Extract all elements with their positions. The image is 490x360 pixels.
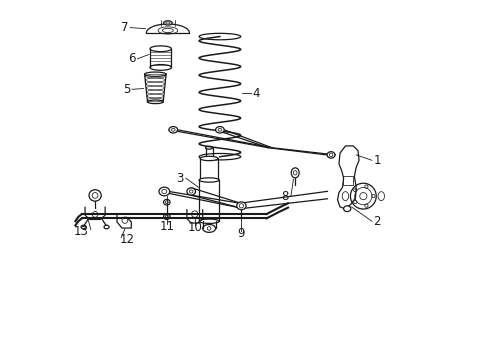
Ellipse shape	[159, 187, 170, 196]
Text: 12: 12	[120, 233, 134, 246]
Text: 10: 10	[187, 221, 202, 234]
Text: 13: 13	[74, 225, 89, 238]
Text: 3: 3	[177, 172, 184, 185]
Ellipse shape	[237, 202, 246, 210]
Text: 4: 4	[252, 87, 260, 100]
Ellipse shape	[216, 127, 224, 133]
Ellipse shape	[166, 22, 170, 24]
Ellipse shape	[187, 188, 196, 195]
Text: 11: 11	[159, 220, 174, 233]
Ellipse shape	[291, 168, 299, 178]
Text: 1: 1	[373, 154, 381, 167]
Ellipse shape	[327, 152, 335, 158]
Text: 2: 2	[373, 215, 381, 228]
Ellipse shape	[164, 21, 172, 25]
Ellipse shape	[200, 156, 218, 161]
Text: 8: 8	[282, 190, 289, 203]
Text: 7: 7	[121, 21, 128, 34]
Ellipse shape	[343, 206, 351, 212]
Text: 6: 6	[128, 52, 136, 65]
Ellipse shape	[199, 178, 219, 182]
Text: 9: 9	[238, 227, 245, 240]
Text: 5: 5	[123, 83, 130, 96]
Ellipse shape	[169, 127, 177, 133]
